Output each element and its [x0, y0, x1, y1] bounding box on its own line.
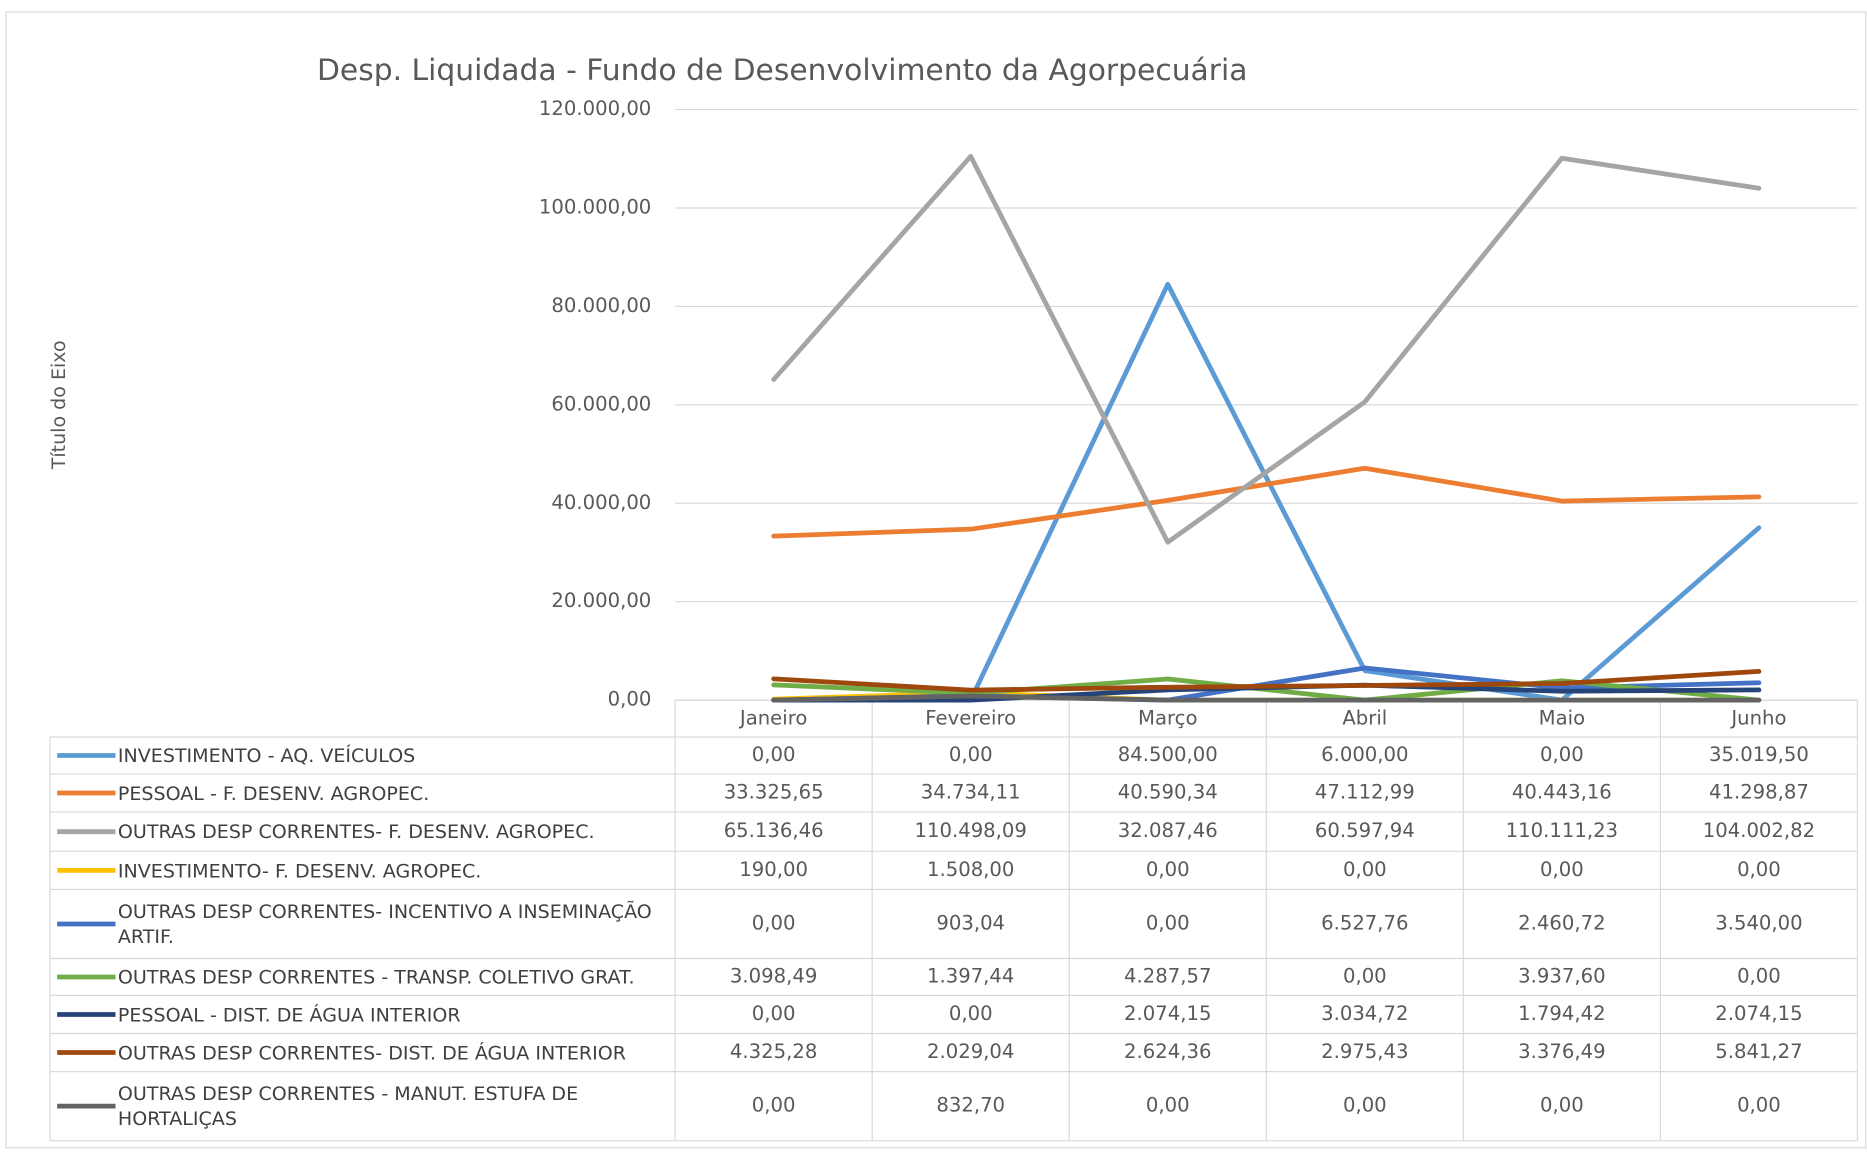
legend-label-box: OUTRAS DESP CORRENTES- DIST. DE ÁGUA INT…: [117, 1041, 626, 1064]
x-tick-label: Março: [1138, 707, 1197, 730]
table-value: 65.136,46: [724, 819, 824, 842]
table-value: 832,70: [936, 1094, 1005, 1117]
table-value: 0,00: [1146, 1094, 1190, 1117]
table-value: 6.000,00: [1321, 743, 1408, 766]
table-value: 2.074,15: [1124, 1002, 1211, 1025]
table-value: 3.034,72: [1321, 1002, 1408, 1025]
legend-label-box: INVESTIMENTO - AQ. VEÍCULOS: [117, 744, 416, 767]
table-value: 3.937,60: [1518, 964, 1605, 987]
table-value: 0,00: [752, 743, 796, 766]
table-value: 6.527,76: [1321, 911, 1408, 934]
legend-label-box: PESSOAL - F. DESENV. AGROPEC.: [117, 781, 430, 805]
table-value: 0,00: [752, 911, 796, 934]
series-line: [771, 153, 1762, 545]
table-value: 35.019,50: [1709, 743, 1809, 766]
table-value: 34.734,11: [921, 780, 1021, 803]
table-value: 0,00: [949, 1002, 993, 1025]
legend-label-box: OUTRAS DESP CORRENTES- INCENTIVO A INSEM…: [117, 900, 652, 948]
table-value: 2.624,36: [1124, 1040, 1211, 1063]
table-value: 0,00: [752, 1094, 796, 1117]
table-value: 0,00: [949, 743, 993, 766]
y-tick-label: 40.000,00: [551, 491, 651, 514]
table-value: 47.112,99: [1315, 780, 1415, 803]
table-value: 40.590,34: [1118, 780, 1218, 803]
legend-label: OUTRAS DESP CORRENTES - MANUT. ESTUFA DE…: [117, 1082, 579, 1130]
table-value: 0,00: [1737, 858, 1781, 881]
table-value: 1.397,44: [927, 964, 1014, 987]
table-value: 0,00: [1737, 1094, 1781, 1117]
y-tick-label: 120.000,00: [539, 97, 651, 120]
table-value: 903,04: [936, 911, 1005, 934]
table-value: 4.287,57: [1124, 964, 1211, 987]
table-value: 0,00: [1540, 858, 1584, 881]
table-value: 60.597,94: [1315, 819, 1415, 842]
series-line: [771, 668, 1762, 693]
table-value: 41.298,87: [1709, 780, 1809, 803]
x-tick-label: Fevereiro: [925, 707, 1016, 730]
y-tick-label: 80.000,00: [551, 294, 651, 317]
table-value: 0,00: [1343, 964, 1387, 987]
table-value: 0,00: [1540, 1094, 1584, 1117]
table-value: 2.975,43: [1321, 1040, 1408, 1063]
table-value: 84.500,00: [1118, 743, 1218, 766]
table-value: 40.443,16: [1512, 780, 1612, 803]
legend-label-box: OUTRAS DESP CORRENTES - MANUT. ESTUFA DE…: [117, 1082, 579, 1130]
table-value: 3.098,49: [730, 964, 817, 987]
table-value: 190,00: [739, 858, 808, 881]
table-value: 1.794,42: [1518, 1002, 1605, 1025]
x-tick-label: Maio: [1539, 707, 1585, 730]
y-tick-label: 0,00: [608, 688, 652, 711]
legend-label: PESSOAL - DIST. DE ÁGUA INTERIOR: [117, 1003, 461, 1026]
table-value: 0,00: [1343, 1094, 1387, 1117]
legend-label-box: OUTRAS DESP CORRENTES- F. DESENV. AGROPE…: [117, 820, 595, 843]
table-value: 32.087,46: [1118, 819, 1218, 842]
series-line: [771, 465, 1762, 539]
legend-label: INVESTIMENTO- F. DESENV. AGROPEC.: [117, 859, 482, 882]
legend-label: OUTRAS DESP CORRENTES- INCENTIVO A INSEM…: [117, 900, 652, 948]
table-value: 104.002,82: [1703, 819, 1815, 842]
x-tick-label: Abril: [1342, 707, 1387, 730]
x-tick-label: Junho: [1729, 707, 1786, 730]
table-value: 0,00: [1146, 911, 1190, 934]
table-value: 4.325,28: [730, 1040, 817, 1063]
legend-label: OUTRAS DESP CORRENTES - TRANSP. COLETIVO…: [117, 965, 635, 989]
table-value: 0,00: [752, 1002, 796, 1025]
table-value: 33.325,65: [724, 780, 824, 803]
legend-label: OUTRAS DESP CORRENTES- DIST. DE ÁGUA INT…: [117, 1041, 626, 1064]
y-tick-label: 100.000,00: [539, 195, 651, 218]
table-value: 5.841,27: [1715, 1040, 1802, 1063]
table-value: 0,00: [1343, 858, 1387, 881]
legend-label-box: OUTRAS DESP CORRENTES - TRANSP. COLETIVO…: [117, 965, 635, 989]
legend-label: PESSOAL - F. DESENV. AGROPEC.: [117, 781, 430, 805]
table-value: 0,00: [1540, 743, 1584, 766]
legend-label-box: PESSOAL - DIST. DE ÁGUA INTERIOR: [117, 1003, 461, 1026]
table-value: 110.111,23: [1506, 819, 1618, 842]
y-axis-label: Título do Eixo: [48, 340, 70, 470]
table-value: 0,00: [1146, 858, 1190, 881]
table-value: 1.508,00: [927, 858, 1014, 881]
chart-title: Desp. Liquidada - Fundo de Desenvolvimen…: [317, 53, 1248, 88]
table-value: 2.074,15: [1715, 1002, 1802, 1025]
table-value: 3.540,00: [1715, 911, 1802, 934]
series-line: [771, 693, 1762, 703]
x-tick-label: Janeiro: [738, 707, 807, 730]
legend-label-box: INVESTIMENTO- F. DESENV. AGROPEC.: [117, 859, 482, 882]
y-tick-label: 20.000,00: [551, 589, 651, 612]
legend-label: OUTRAS DESP CORRENTES- F. DESENV. AGROPE…: [117, 820, 595, 843]
y-tick-label: 60.000,00: [551, 392, 651, 415]
table-value: 2.460,72: [1518, 911, 1605, 934]
table-value: 3.376,49: [1518, 1040, 1605, 1063]
legend-label: INVESTIMENTO - AQ. VEÍCULOS: [117, 744, 416, 767]
table-value: 0,00: [1737, 964, 1781, 987]
table-value: 110.498,09: [915, 819, 1027, 842]
table-value: 2.029,04: [927, 1040, 1014, 1063]
